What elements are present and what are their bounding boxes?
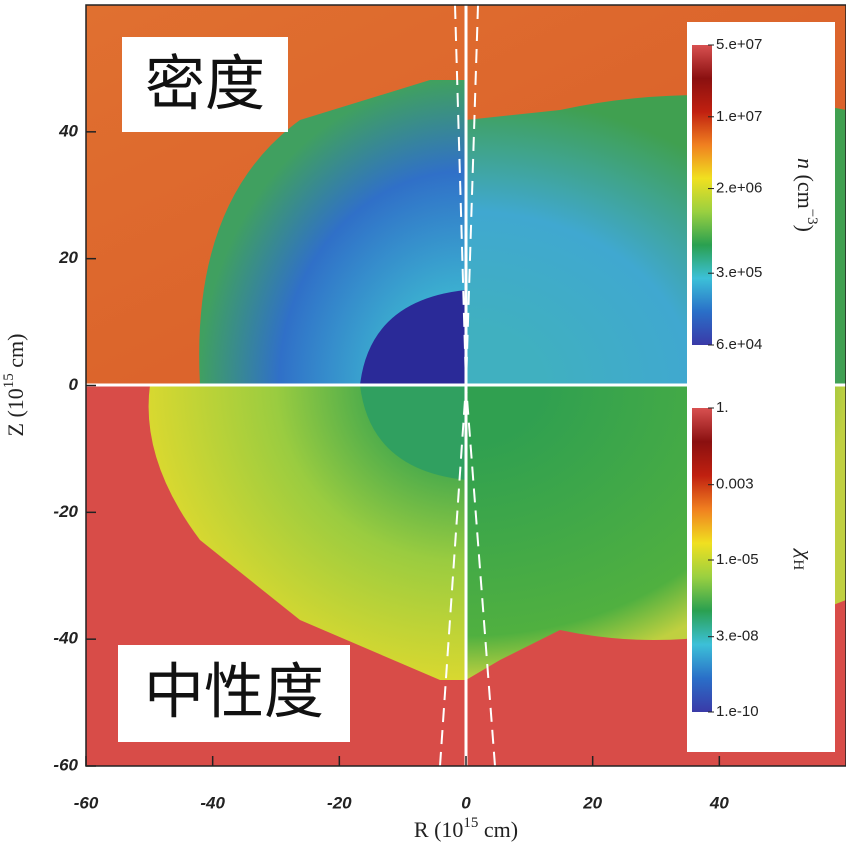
y-tick-label: -40: [53, 629, 78, 648]
colorbar-tick-label: 3.e+05: [716, 264, 762, 281]
y-tick-label: 20: [58, 248, 78, 267]
colorbar-tick-label: 1.e+07: [716, 108, 762, 125]
label-part: n: [793, 158, 818, 169]
chart: 密度 中性度 R (1015 cm) Z (1015 cm) n (cm−3) …: [0, 0, 846, 853]
label-sub: H: [790, 559, 806, 570]
x-tick-label: -60: [74, 793, 99, 812]
x-tick-label: 20: [582, 793, 602, 812]
label-part: cm): [3, 334, 28, 374]
annotation: 密度: [145, 50, 265, 120]
x-tick-label: -40: [200, 793, 225, 812]
colorbar-tick-label: 6.e+04: [716, 336, 762, 353]
y-tick-label: -20: [53, 502, 78, 521]
y-axis-label: Z (1015 cm): [1, 334, 28, 437]
colorbar: [692, 45, 712, 345]
label-sup: 15: [1, 373, 17, 388]
colorbar-tick-label: 1.e-05: [716, 551, 759, 568]
y-tick-label: 40: [58, 121, 78, 140]
label-part: ): [793, 225, 818, 232]
x-tick-label: 40: [709, 793, 729, 812]
x-tick-label: -20: [327, 793, 352, 812]
colorbar-tick-label: 0.003: [716, 476, 754, 493]
colorbar-tick-label: 5.e+07: [716, 36, 762, 53]
colorbar-tick-label: 3.e-08: [716, 628, 759, 645]
label-sup: −3: [804, 209, 820, 225]
label-part: (cm: [793, 169, 818, 209]
y-tick-label: -60: [53, 755, 78, 774]
colorbar-tick-label: 2.e+06: [716, 180, 762, 197]
x-axis-label: R (1015 cm): [414, 815, 518, 842]
label-part: R (10: [414, 817, 464, 842]
colorbar-tick-label: 1.e-10: [716, 703, 759, 720]
label-sup: 15: [463, 815, 478, 831]
colorbar-tick-label: 1.: [716, 399, 729, 416]
y-tick-label: 0: [69, 375, 79, 394]
x-tick-label: 0: [461, 793, 471, 812]
annotation: 中性度: [144, 658, 324, 728]
label-part: Z (10: [3, 388, 28, 436]
label-part: cm): [478, 817, 518, 842]
